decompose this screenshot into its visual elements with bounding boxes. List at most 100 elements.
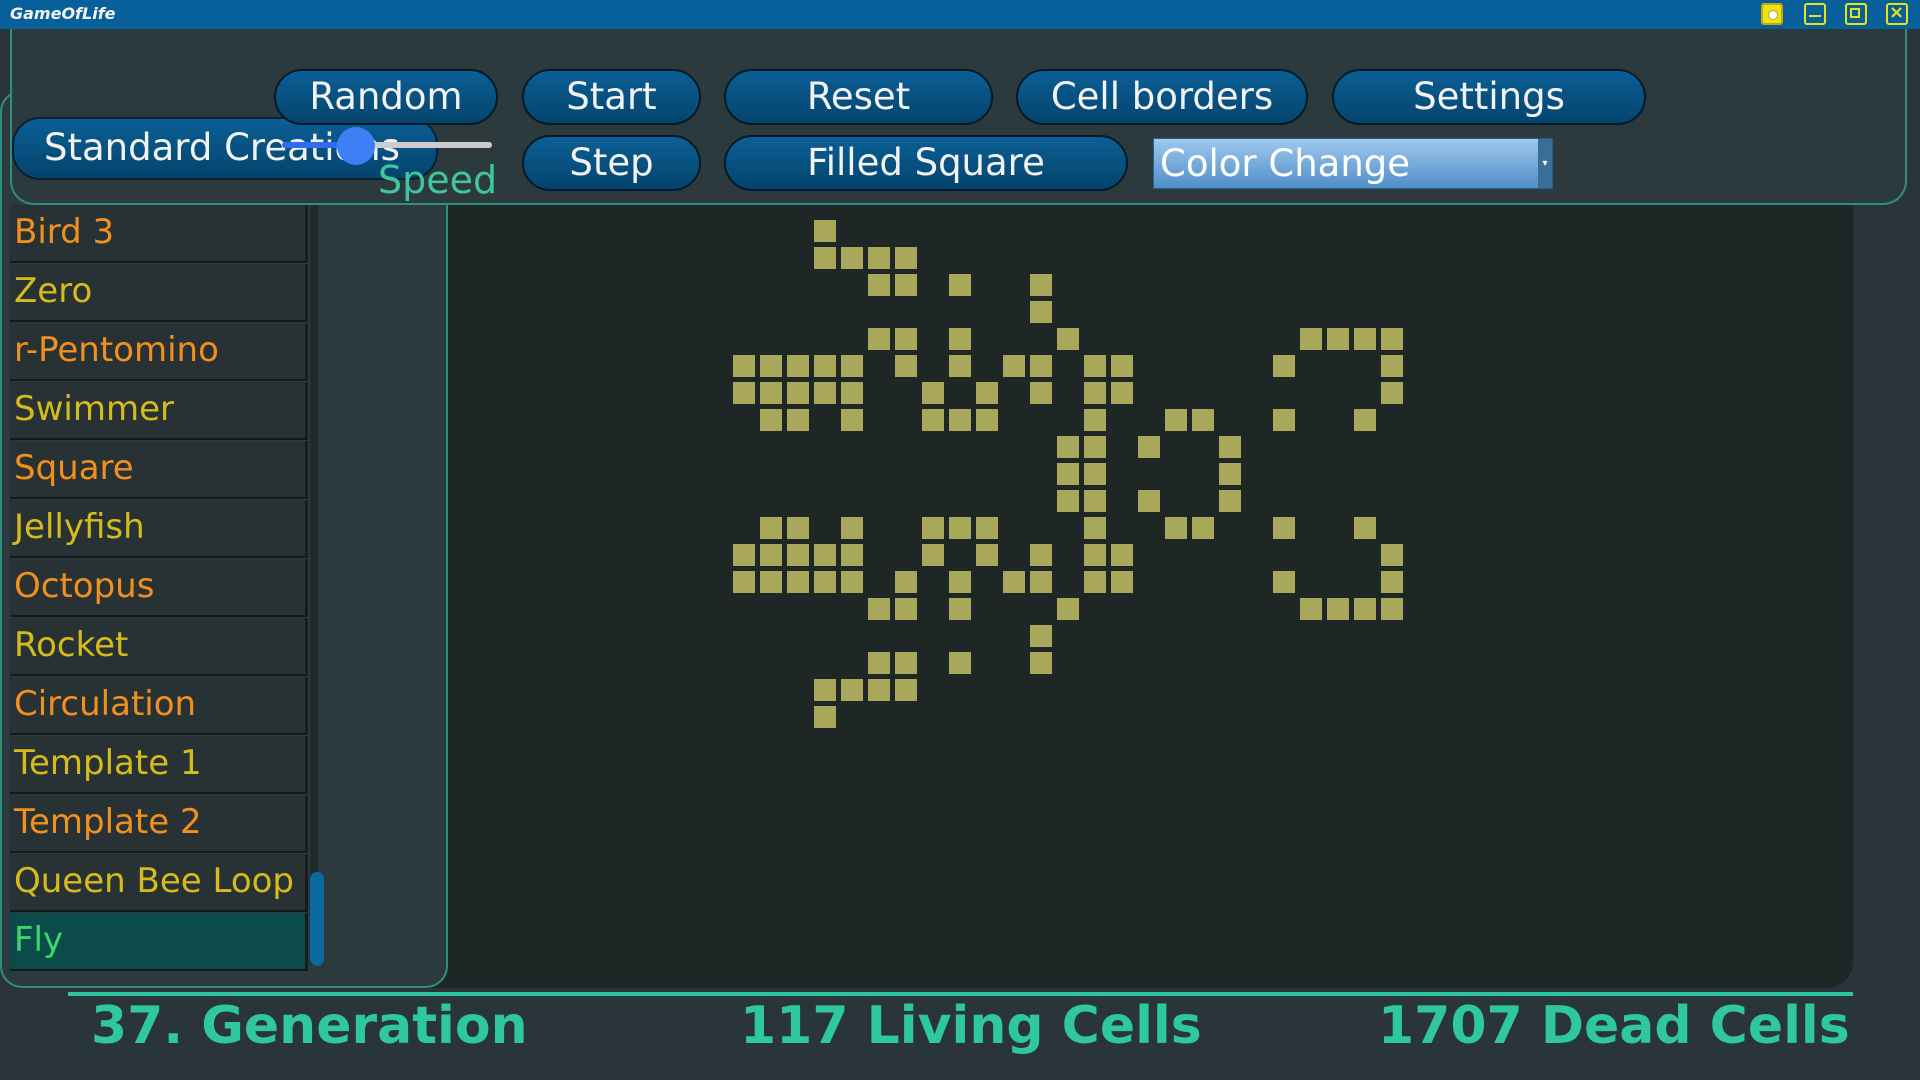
living-cell[interactable]	[1111, 544, 1133, 566]
list-scrollbar[interactable]	[310, 205, 318, 965]
list-item[interactable]: Template 1	[10, 736, 308, 794]
living-cell[interactable]	[922, 382, 944, 404]
living-cell[interactable]	[787, 571, 809, 593]
living-cell[interactable]	[1219, 436, 1241, 458]
living-cell[interactable]	[787, 409, 809, 431]
settings-icon[interactable]	[1761, 3, 1783, 25]
living-cell[interactable]	[814, 382, 836, 404]
living-cell[interactable]	[1030, 571, 1052, 593]
living-cell[interactable]	[841, 382, 863, 404]
list-item[interactable]: Bird 3	[10, 205, 308, 263]
creations-list[interactable]: Bird 3 Zero r-Pentomino Swimmer Square J…	[10, 205, 308, 972]
living-cell[interactable]	[868, 598, 890, 620]
settings-button[interactable]: Settings	[1332, 69, 1646, 125]
living-cell[interactable]	[1030, 274, 1052, 296]
speed-slider-thumb[interactable]	[336, 127, 375, 165]
living-cell[interactable]	[1057, 598, 1079, 620]
list-item[interactable]: Zero	[10, 264, 308, 322]
living-cell[interactable]	[1084, 409, 1106, 431]
living-cell[interactable]	[760, 355, 782, 377]
chevron-down-icon[interactable]: ▾	[1538, 139, 1552, 188]
living-cell[interactable]	[814, 247, 836, 269]
minimize-icon[interactable]	[1804, 3, 1826, 25]
living-cell[interactable]	[1030, 625, 1052, 647]
living-cell[interactable]	[1273, 409, 1295, 431]
living-cell[interactable]	[1354, 598, 1376, 620]
living-cell[interactable]	[1084, 571, 1106, 593]
living-cell[interactable]	[760, 409, 782, 431]
living-cell[interactable]	[1084, 544, 1106, 566]
living-cell[interactable]	[895, 328, 917, 350]
filled-square-button[interactable]: Filled Square	[724, 135, 1128, 191]
living-cell[interactable]	[895, 274, 917, 296]
living-cell[interactable]	[976, 409, 998, 431]
living-cell[interactable]	[1192, 517, 1214, 539]
living-cell[interactable]	[1381, 598, 1403, 620]
living-cell[interactable]	[787, 382, 809, 404]
speed-slider[interactable]	[282, 142, 492, 148]
living-cell[interactable]	[841, 409, 863, 431]
list-item[interactable]: Circulation	[10, 677, 308, 735]
living-cell[interactable]	[733, 571, 755, 593]
living-cell[interactable]	[895, 247, 917, 269]
living-cell[interactable]	[1165, 409, 1187, 431]
living-cell[interactable]	[1327, 328, 1349, 350]
living-cell[interactable]	[787, 517, 809, 539]
living-cell[interactable]	[1381, 571, 1403, 593]
living-cell[interactable]	[922, 409, 944, 431]
living-cell[interactable]	[1381, 382, 1403, 404]
living-cell[interactable]	[976, 382, 998, 404]
living-cell[interactable]	[787, 544, 809, 566]
living-cell[interactable]	[1084, 490, 1106, 512]
living-cell[interactable]	[922, 517, 944, 539]
living-cell[interactable]	[1381, 544, 1403, 566]
living-cell[interactable]	[1084, 463, 1106, 485]
list-item-selected[interactable]: Fly	[10, 913, 308, 971]
list-item[interactable]: Template 2	[10, 795, 308, 853]
living-cell[interactable]	[1354, 517, 1376, 539]
living-cell[interactable]	[841, 355, 863, 377]
living-cell[interactable]	[1273, 517, 1295, 539]
living-cell[interactable]	[1111, 355, 1133, 377]
living-cell[interactable]	[895, 598, 917, 620]
living-cell[interactable]	[868, 274, 890, 296]
living-cell[interactable]	[922, 544, 944, 566]
living-cell[interactable]	[1057, 436, 1079, 458]
living-cell[interactable]	[949, 409, 971, 431]
living-cell[interactable]	[949, 328, 971, 350]
living-cell[interactable]	[760, 382, 782, 404]
living-cell[interactable]	[1057, 328, 1079, 350]
living-cell[interactable]	[733, 544, 755, 566]
living-cell[interactable]	[733, 382, 755, 404]
living-cell[interactable]	[1354, 328, 1376, 350]
living-cell[interactable]	[949, 274, 971, 296]
living-cell[interactable]	[868, 679, 890, 701]
living-cell[interactable]	[976, 517, 998, 539]
list-item[interactable]: Octopus	[10, 559, 308, 617]
color-change-dropdown[interactable]: Color Change ▾	[1153, 138, 1553, 189]
cell-borders-button[interactable]: Cell borders	[1016, 69, 1308, 125]
living-cell[interactable]	[1327, 598, 1349, 620]
random-button[interactable]: Random	[274, 69, 498, 125]
living-cell[interactable]	[868, 652, 890, 674]
living-cell[interactable]	[814, 220, 836, 242]
living-cell[interactable]	[760, 517, 782, 539]
living-cell[interactable]	[787, 355, 809, 377]
living-cell[interactable]	[733, 355, 755, 377]
living-cell[interactable]	[1111, 571, 1133, 593]
living-cell[interactable]	[841, 571, 863, 593]
living-cell[interactable]	[1084, 517, 1106, 539]
living-cell[interactable]	[1084, 436, 1106, 458]
living-cell[interactable]	[949, 598, 971, 620]
list-item[interactable]: Rocket	[10, 618, 308, 676]
close-icon[interactable]: ×	[1886, 2, 1908, 25]
list-item[interactable]: r-Pentomino	[10, 323, 308, 381]
living-cell[interactable]	[814, 571, 836, 593]
living-cell[interactable]	[1084, 355, 1106, 377]
living-cell[interactable]	[841, 247, 863, 269]
living-cell[interactable]	[976, 544, 998, 566]
living-cell[interactable]	[1111, 382, 1133, 404]
living-cell[interactable]	[895, 679, 917, 701]
maximize-icon[interactable]	[1845, 3, 1867, 25]
